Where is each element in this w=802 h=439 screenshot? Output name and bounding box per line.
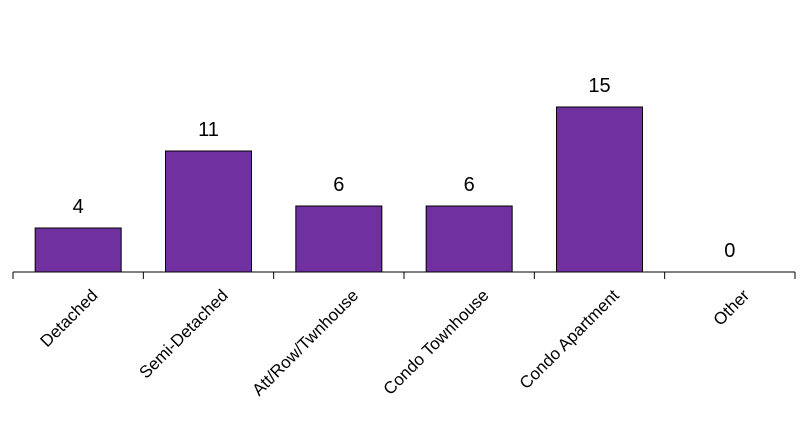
data-label-condo-apartment: 15 <box>588 75 610 97</box>
data-label-detached: 4 <box>73 196 84 218</box>
category-label-detached: Detached <box>37 286 102 351</box>
x-axis-ticks-group <box>12 272 796 279</box>
value-labels-group: 4 11 6 6 15 0 <box>73 75 736 262</box>
bar-att-row-twnhouse <box>295 205 383 273</box>
category-labels-group: Detached Semi-Detached Att/Row/Twnhouse Con… <box>37 286 754 400</box>
data-label-semi-detached: 11 <box>198 119 219 141</box>
bar-condo-townhouse <box>425 205 513 273</box>
bar-detached <box>34 227 122 273</box>
bar-condo-apartment <box>556 106 643 273</box>
data-label-condo-townhouse: 6 <box>464 174 475 196</box>
category-label-semi-detached: Semi-Detached <box>136 286 232 382</box>
category-label-other: Other <box>710 286 754 330</box>
category-label-condo-townhouse: Condo Townhouse <box>380 286 493 399</box>
data-label-other: 0 <box>724 240 735 262</box>
data-label-att-row-twnhouse: 6 <box>333 174 344 196</box>
bars-group <box>34 106 643 273</box>
category-label-att-row-twnhouse: Att/Row/Twnhouse <box>248 286 362 400</box>
bar-semi-detached <box>165 150 252 273</box>
category-label-condo-apartment: Condo Apartment <box>516 286 623 393</box>
